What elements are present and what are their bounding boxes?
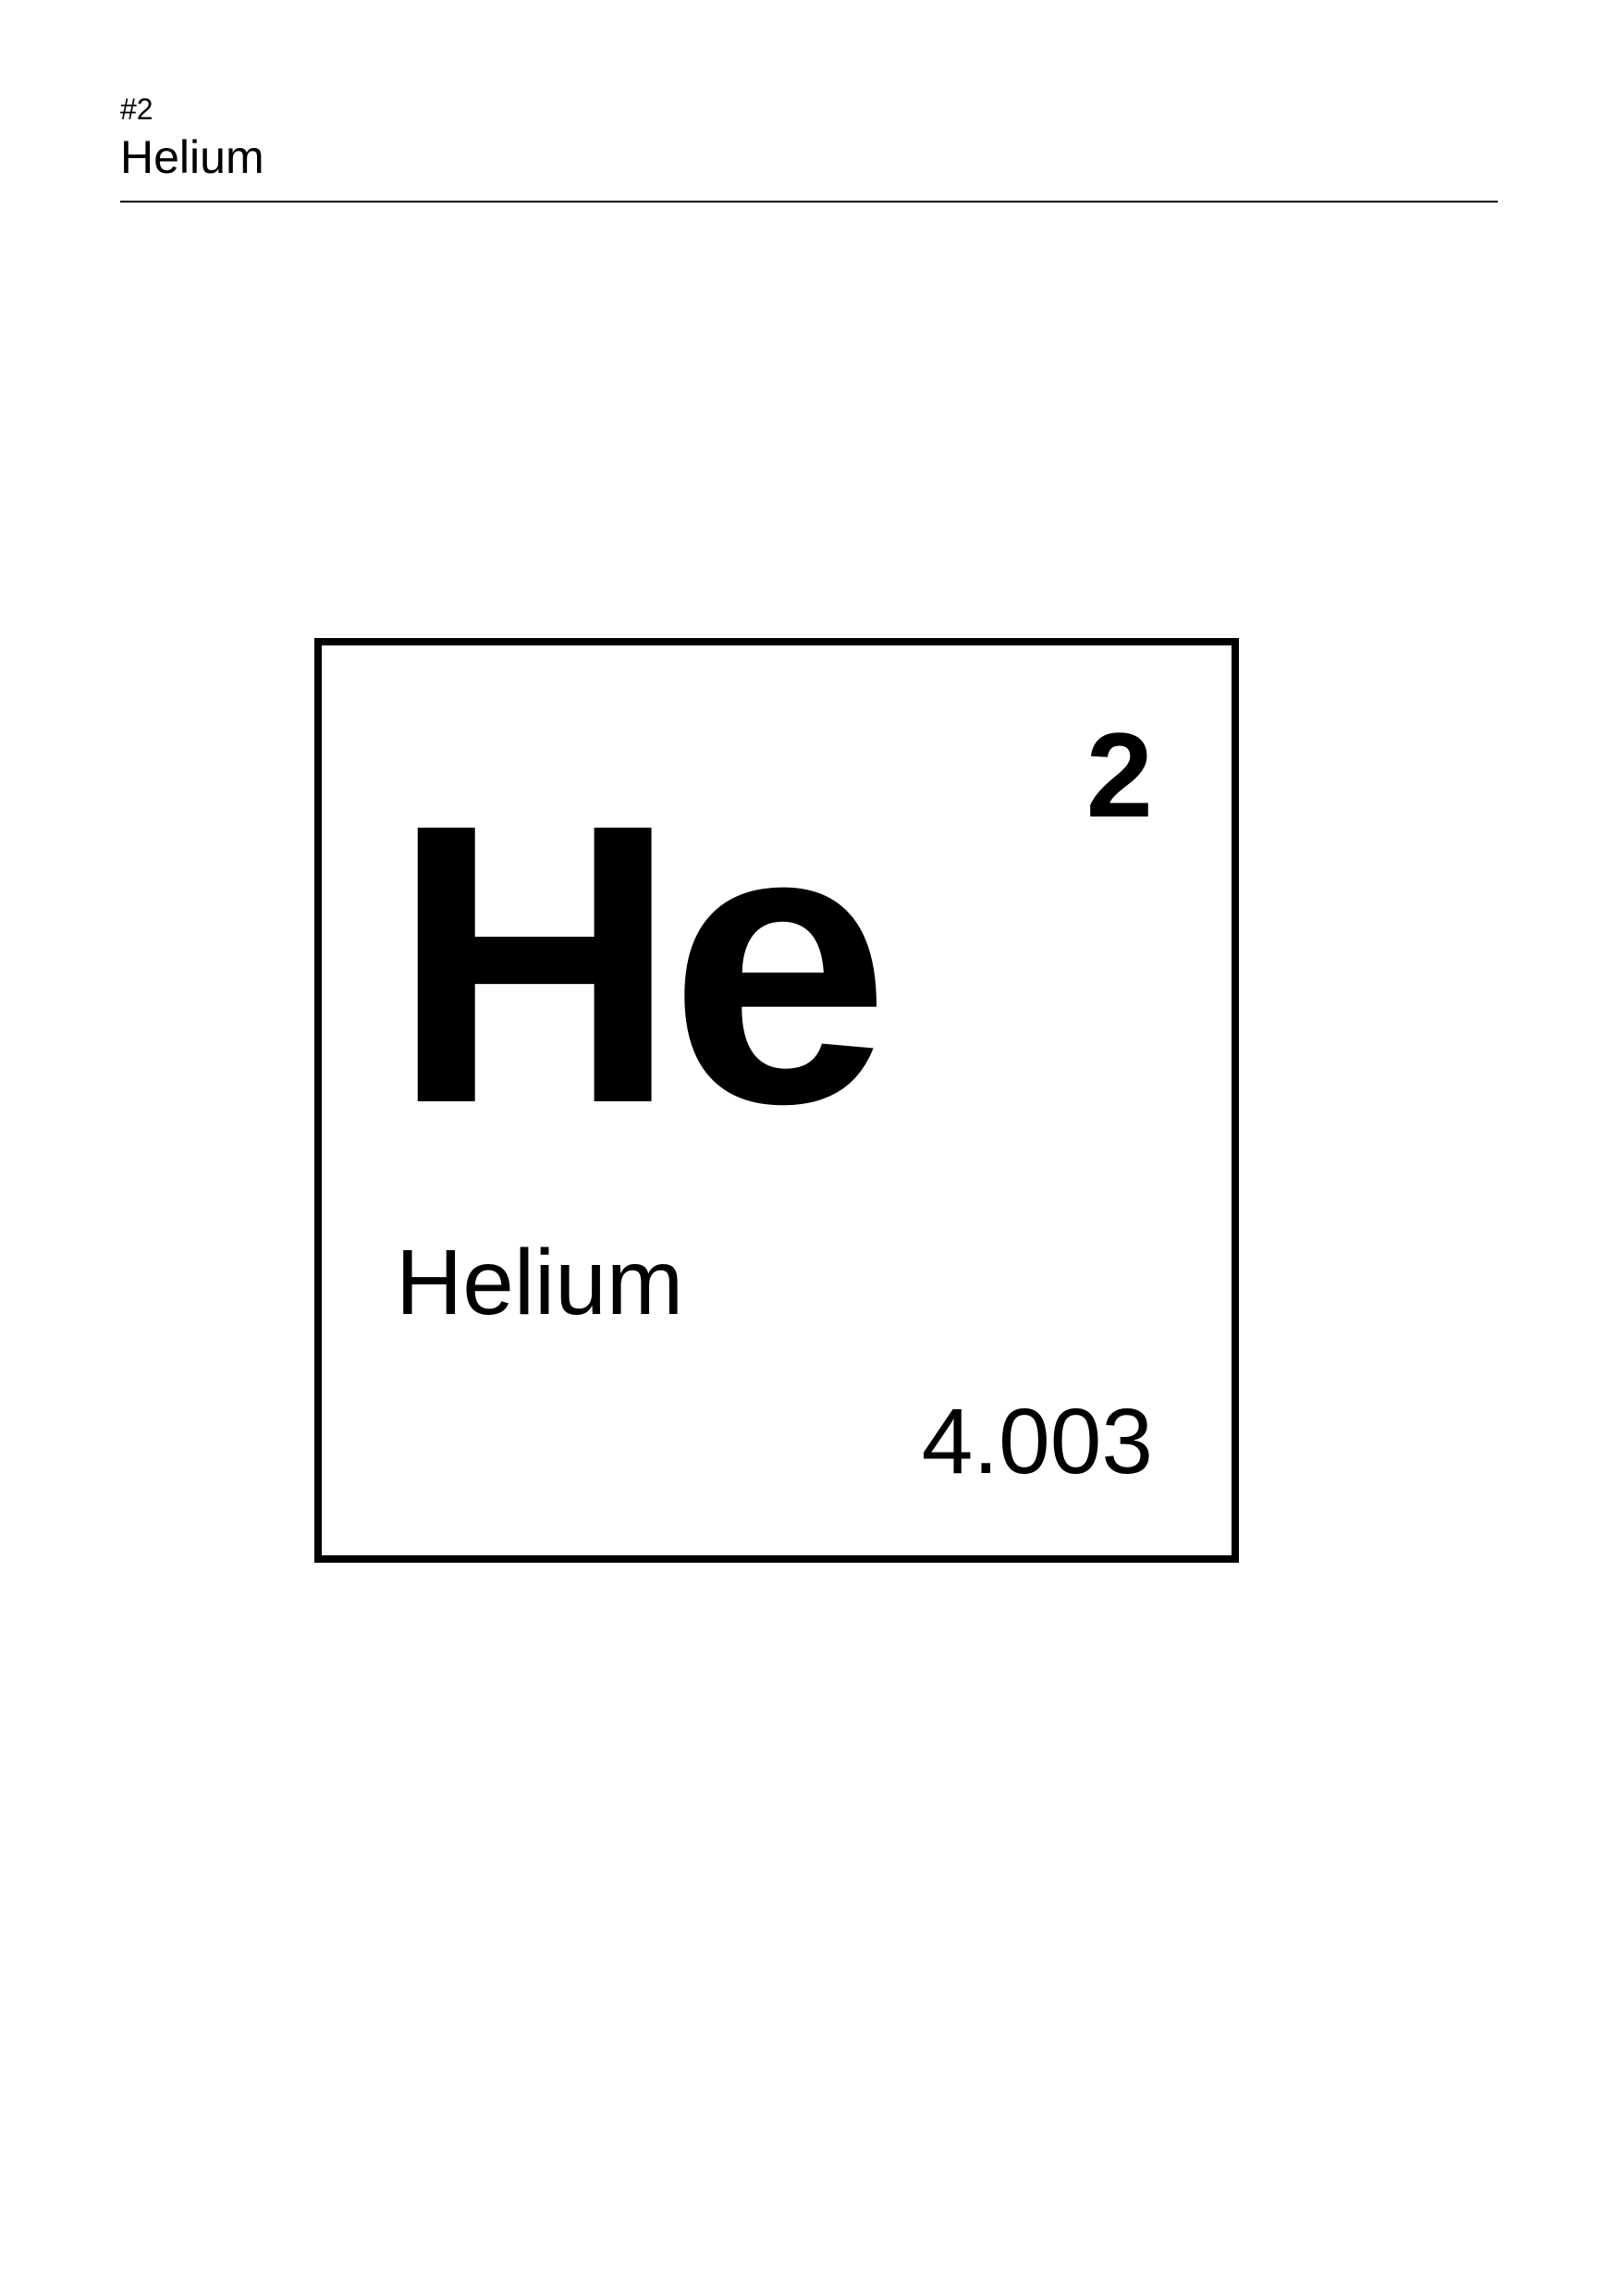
header-element-number: #2 [120, 92, 1498, 127]
header-element-name: Helium [120, 130, 1498, 195]
header-divider [120, 201, 1498, 203]
element-name: Helium [396, 1230, 683, 1336]
periodic-element-tile: 2 He Helium 4.003 [314, 638, 1239, 1563]
page-header: #2 Helium [120, 92, 1498, 203]
atomic-mass: 4.003 [922, 1389, 1153, 1495]
atomic-number: 2 [1086, 706, 1153, 844]
element-symbol: He [391, 766, 881, 1163]
